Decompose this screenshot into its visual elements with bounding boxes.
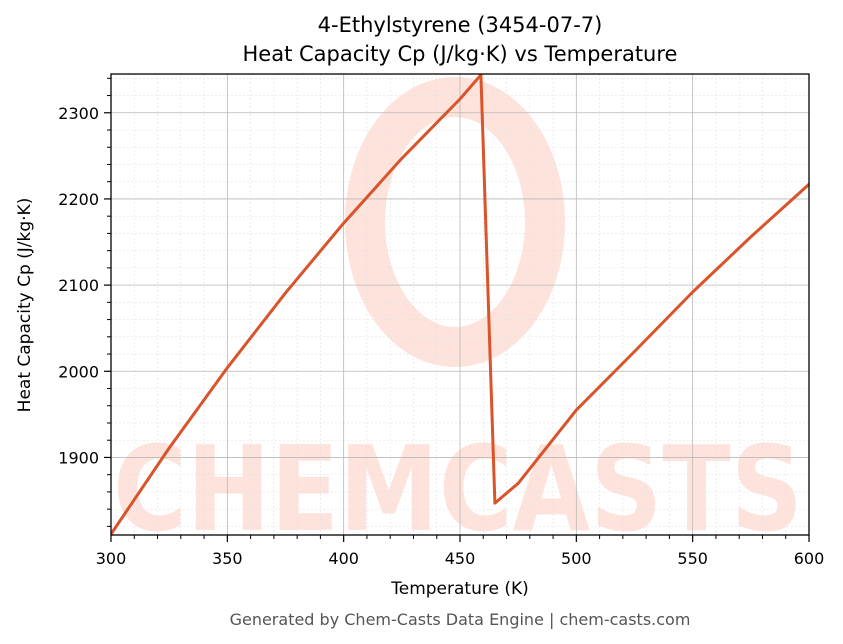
x-tick-label: 300 <box>96 549 127 568</box>
footer-credit: Generated by Chem-Casts Data Engine | ch… <box>230 610 691 629</box>
series-layer <box>111 74 809 535</box>
x-axis-label: Temperature (K) <box>390 579 529 599</box>
x-tick-label: 400 <box>328 549 359 568</box>
y-tick-label: 2200 <box>58 190 99 209</box>
x-tick-label: 450 <box>445 549 476 568</box>
x-tick-label: 600 <box>794 549 825 568</box>
x-tick-label: 350 <box>212 549 243 568</box>
y-axis-label: Heat Capacity Cp (J/kg·K) <box>15 198 35 413</box>
axis-ticks <box>104 77 810 542</box>
watermark-ring <box>345 77 565 367</box>
x-tick-label: 550 <box>677 549 708 568</box>
y-tick-label: 2100 <box>58 276 99 295</box>
y-tick-label: 2000 <box>58 362 99 381</box>
y-tick-label: 2300 <box>58 104 99 123</box>
chart-subtitle: Heat Capacity Cp (J/kg·K) vs Temperature <box>243 42 678 66</box>
watermark-logo: CHEMCASTS <box>113 77 803 558</box>
chart-title: 4-Ethylstyrene (3454-07-7) <box>318 13 603 37</box>
y-tick-label: 1900 <box>58 448 99 467</box>
watermark-text: CHEMCASTS <box>113 420 803 558</box>
series-line <box>111 74 809 535</box>
x-tick-label: 500 <box>561 549 592 568</box>
tick-labels: 300 350 400 450 500 550 600 1900 2000 2100 2200 230… <box>58 104 824 568</box>
